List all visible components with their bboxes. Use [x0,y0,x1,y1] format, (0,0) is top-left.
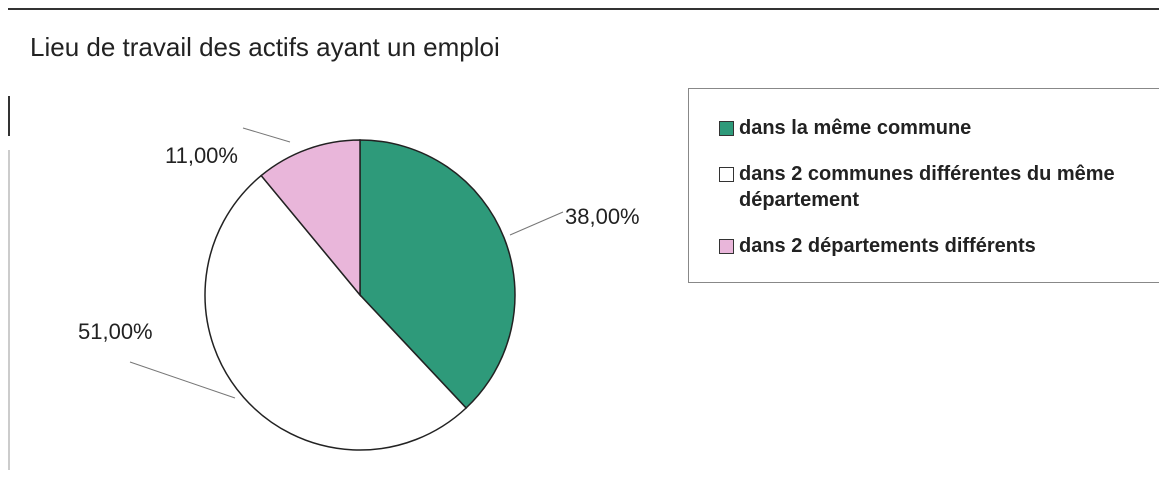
legend-label: dans la même commune [739,117,972,139]
pie-slice [260,139,361,298]
legend-entry: dans la même commune [719,115,1119,141]
data-label: 38,00% [565,204,640,229]
legend-swatch [719,167,734,182]
legend-swatch [719,239,734,254]
leader-line [509,211,564,236]
legend-label: dans 2 communes différentes du même dépa… [739,163,1115,211]
legend-label: dans 2 départements différents [739,235,1036,257]
legend-entry: dans 2 communes différentes du même dépa… [719,161,1119,213]
data-label: 51,00% [78,319,153,344]
data-label: 11,00% [165,143,238,168]
leader-line [242,127,291,143]
pie-slice [204,174,468,451]
legend-swatch [719,121,734,136]
pie-slice [359,139,516,410]
leader-line [129,361,236,399]
chart-title: Lieu de travail des actifs ayant un empl… [30,32,500,62]
legend: dans la même commune dans 2 communes diff… [688,88,1159,283]
legend-entry: dans 2 départements différents [719,233,1119,259]
